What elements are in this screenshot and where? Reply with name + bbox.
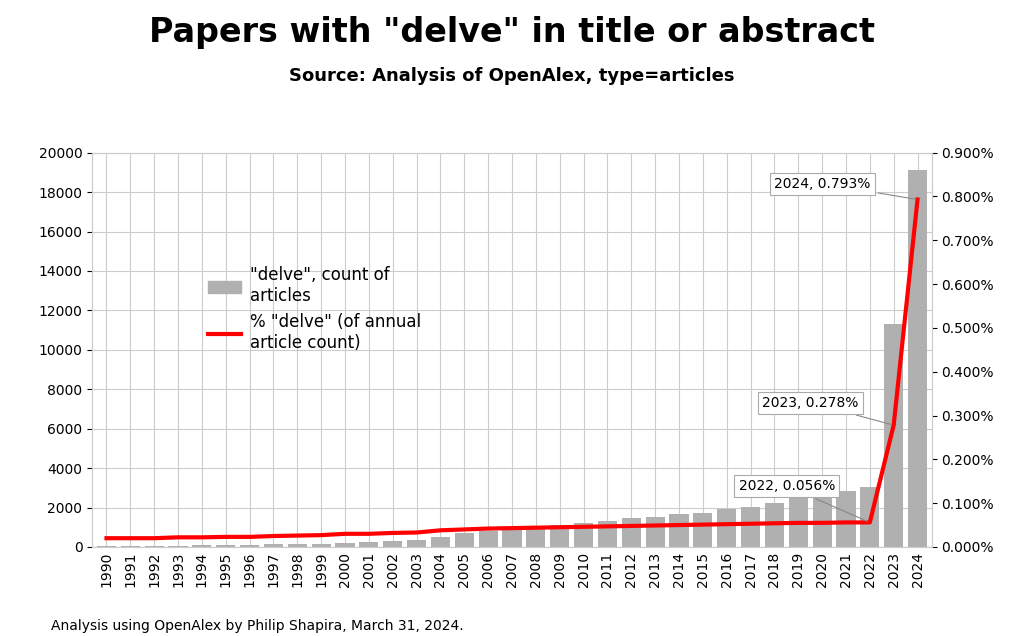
Legend: "delve", count of
articles, % "delve" (of annual
article count): "delve", count of articles, % "delve" (o… xyxy=(202,259,427,359)
Bar xyxy=(837,491,855,547)
Bar xyxy=(860,487,880,547)
Bar xyxy=(408,540,426,547)
Bar xyxy=(503,529,521,547)
Bar xyxy=(693,513,713,547)
Text: 2022, 0.056%: 2022, 0.056% xyxy=(738,479,867,522)
Text: 2023, 0.278%: 2023, 0.278% xyxy=(763,396,891,424)
Bar xyxy=(741,506,760,547)
Bar xyxy=(526,527,546,547)
Bar xyxy=(121,546,140,547)
Bar xyxy=(336,543,354,547)
Bar xyxy=(264,544,283,547)
Bar xyxy=(240,545,259,547)
Bar xyxy=(550,525,569,547)
Bar xyxy=(383,541,402,547)
Bar xyxy=(431,537,450,547)
Text: 2024, 0.793%: 2024, 0.793% xyxy=(774,177,914,199)
Bar xyxy=(455,533,474,547)
Bar xyxy=(622,518,641,547)
Bar xyxy=(478,531,498,547)
Text: Analysis using OpenAlex by Philip Shapira, March 31, 2024.: Analysis using OpenAlex by Philip Shapir… xyxy=(51,619,464,633)
Bar xyxy=(670,515,688,547)
Text: Source: Analysis of OpenAlex, type=articles: Source: Analysis of OpenAlex, type=artic… xyxy=(289,67,735,85)
Bar xyxy=(884,324,903,547)
Bar xyxy=(169,546,187,547)
Bar xyxy=(788,497,808,547)
Bar xyxy=(574,523,593,547)
Bar xyxy=(144,546,164,547)
Bar xyxy=(598,521,617,547)
Bar xyxy=(359,543,379,547)
Bar xyxy=(813,493,831,547)
Bar xyxy=(193,545,211,547)
Bar xyxy=(216,545,236,547)
Bar xyxy=(311,544,331,547)
Bar xyxy=(645,516,665,547)
Bar xyxy=(717,509,736,547)
Text: Papers with "delve" in title or abstract: Papers with "delve" in title or abstract xyxy=(150,16,874,49)
Bar xyxy=(765,502,784,547)
Bar xyxy=(97,546,116,547)
Bar xyxy=(288,544,307,547)
Bar xyxy=(908,170,927,547)
